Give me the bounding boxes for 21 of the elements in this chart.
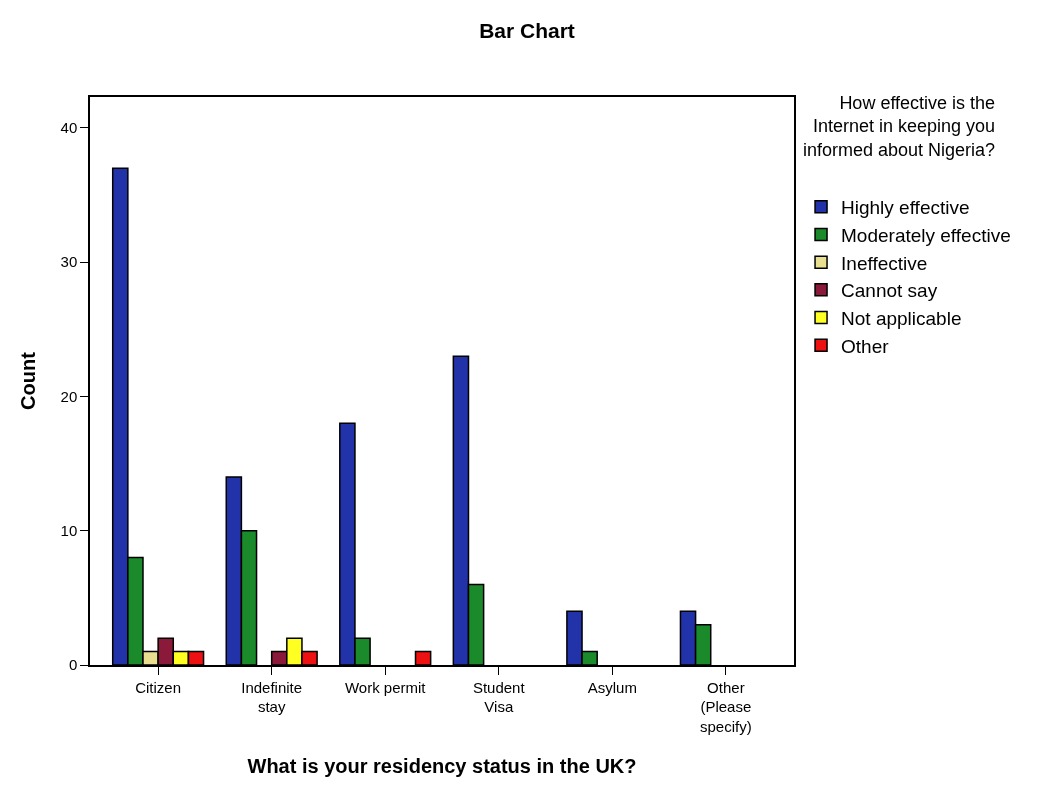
y-tick-label: 20 — [60, 387, 78, 405]
x-tick-label: Indefinite stay — [241, 678, 303, 716]
x-tick-label: Other (Please specify) — [700, 678, 752, 735]
legend-label: Other — [841, 335, 890, 357]
chart-title: Bar Chart — [479, 19, 575, 43]
x-tick-label: Asylum — [587, 678, 637, 696]
legend-label: Cannot say — [841, 280, 938, 302]
legend-label: Highly effective — [841, 197, 970, 219]
x-tick-label: Work permit — [344, 678, 427, 696]
y-tick-label: 30 — [60, 253, 78, 271]
legend-label: Not applicable — [841, 307, 962, 329]
legend-label: Ineffective — [841, 252, 928, 274]
x-axis-title: What is your residency status in the UK? — [247, 754, 637, 777]
y-tick-label: 40 — [60, 119, 78, 137]
y-tick-label: 0 — [68, 656, 78, 674]
x-tick-label: Citizen — [135, 678, 182, 696]
legend-title: How effective is the Internet in keeping you informed about Nigeria? — [803, 93, 996, 160]
x-tick-label: Student Visa — [472, 678, 526, 716]
y-tick-label: 10 — [60, 521, 78, 539]
legend-label: Moderately effective — [841, 224, 1011, 246]
y-axis-title: Count — [16, 351, 39, 410]
